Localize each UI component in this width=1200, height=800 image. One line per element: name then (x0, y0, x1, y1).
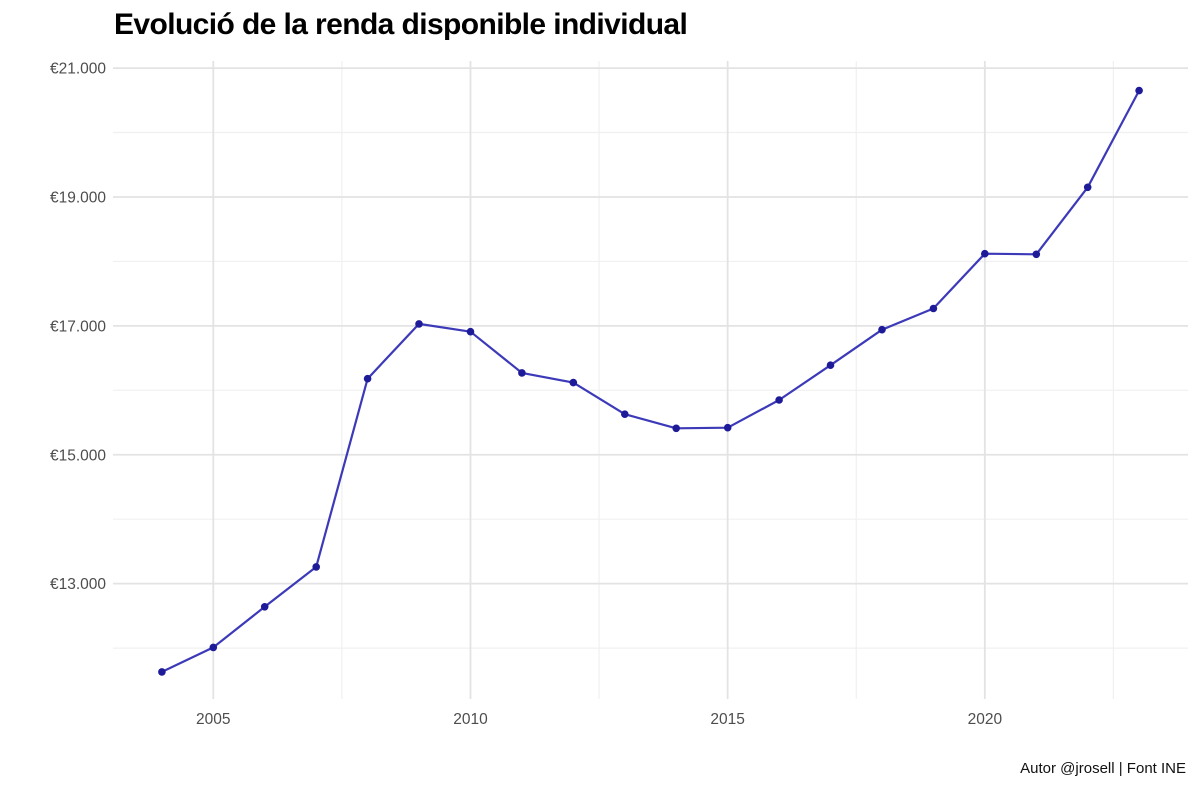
data-point (723, 423, 732, 432)
data-point (775, 396, 783, 404)
data-point (621, 410, 629, 419)
data-point (466, 327, 475, 336)
data-point (415, 320, 423, 328)
x-tick-label: 2010 (453, 711, 488, 728)
x-tick-label: 2020 (968, 711, 1003, 728)
data-point (363, 374, 372, 383)
data-point (260, 603, 269, 611)
data-point (1135, 86, 1143, 95)
data-point (1083, 183, 1092, 192)
chart-caption: Autor @jrosell | Font INE (1020, 760, 1186, 777)
x-tick-label: 2015 (710, 711, 744, 728)
data-point (569, 378, 578, 387)
data-point (672, 424, 680, 433)
data-point (158, 668, 166, 676)
chart-title: Evolució de la renda disponible individu… (114, 8, 688, 41)
data-point (209, 643, 218, 652)
data-point (312, 563, 321, 571)
series-line (160, 89, 1141, 673)
data-point (518, 369, 526, 377)
data-point (1032, 250, 1041, 259)
y-tick-label: €13.000 (50, 576, 106, 593)
data-point (878, 325, 886, 334)
y-tick-label: €19.000 (50, 189, 106, 206)
y-tick-label: €21.000 (50, 61, 106, 78)
data-point (929, 304, 938, 313)
data-point (981, 249, 989, 258)
x-tick-label: 2005 (196, 711, 230, 728)
data-point (826, 361, 835, 370)
y-tick-label: €15.000 (50, 447, 106, 464)
y-tick-label: €17.000 (50, 318, 106, 335)
